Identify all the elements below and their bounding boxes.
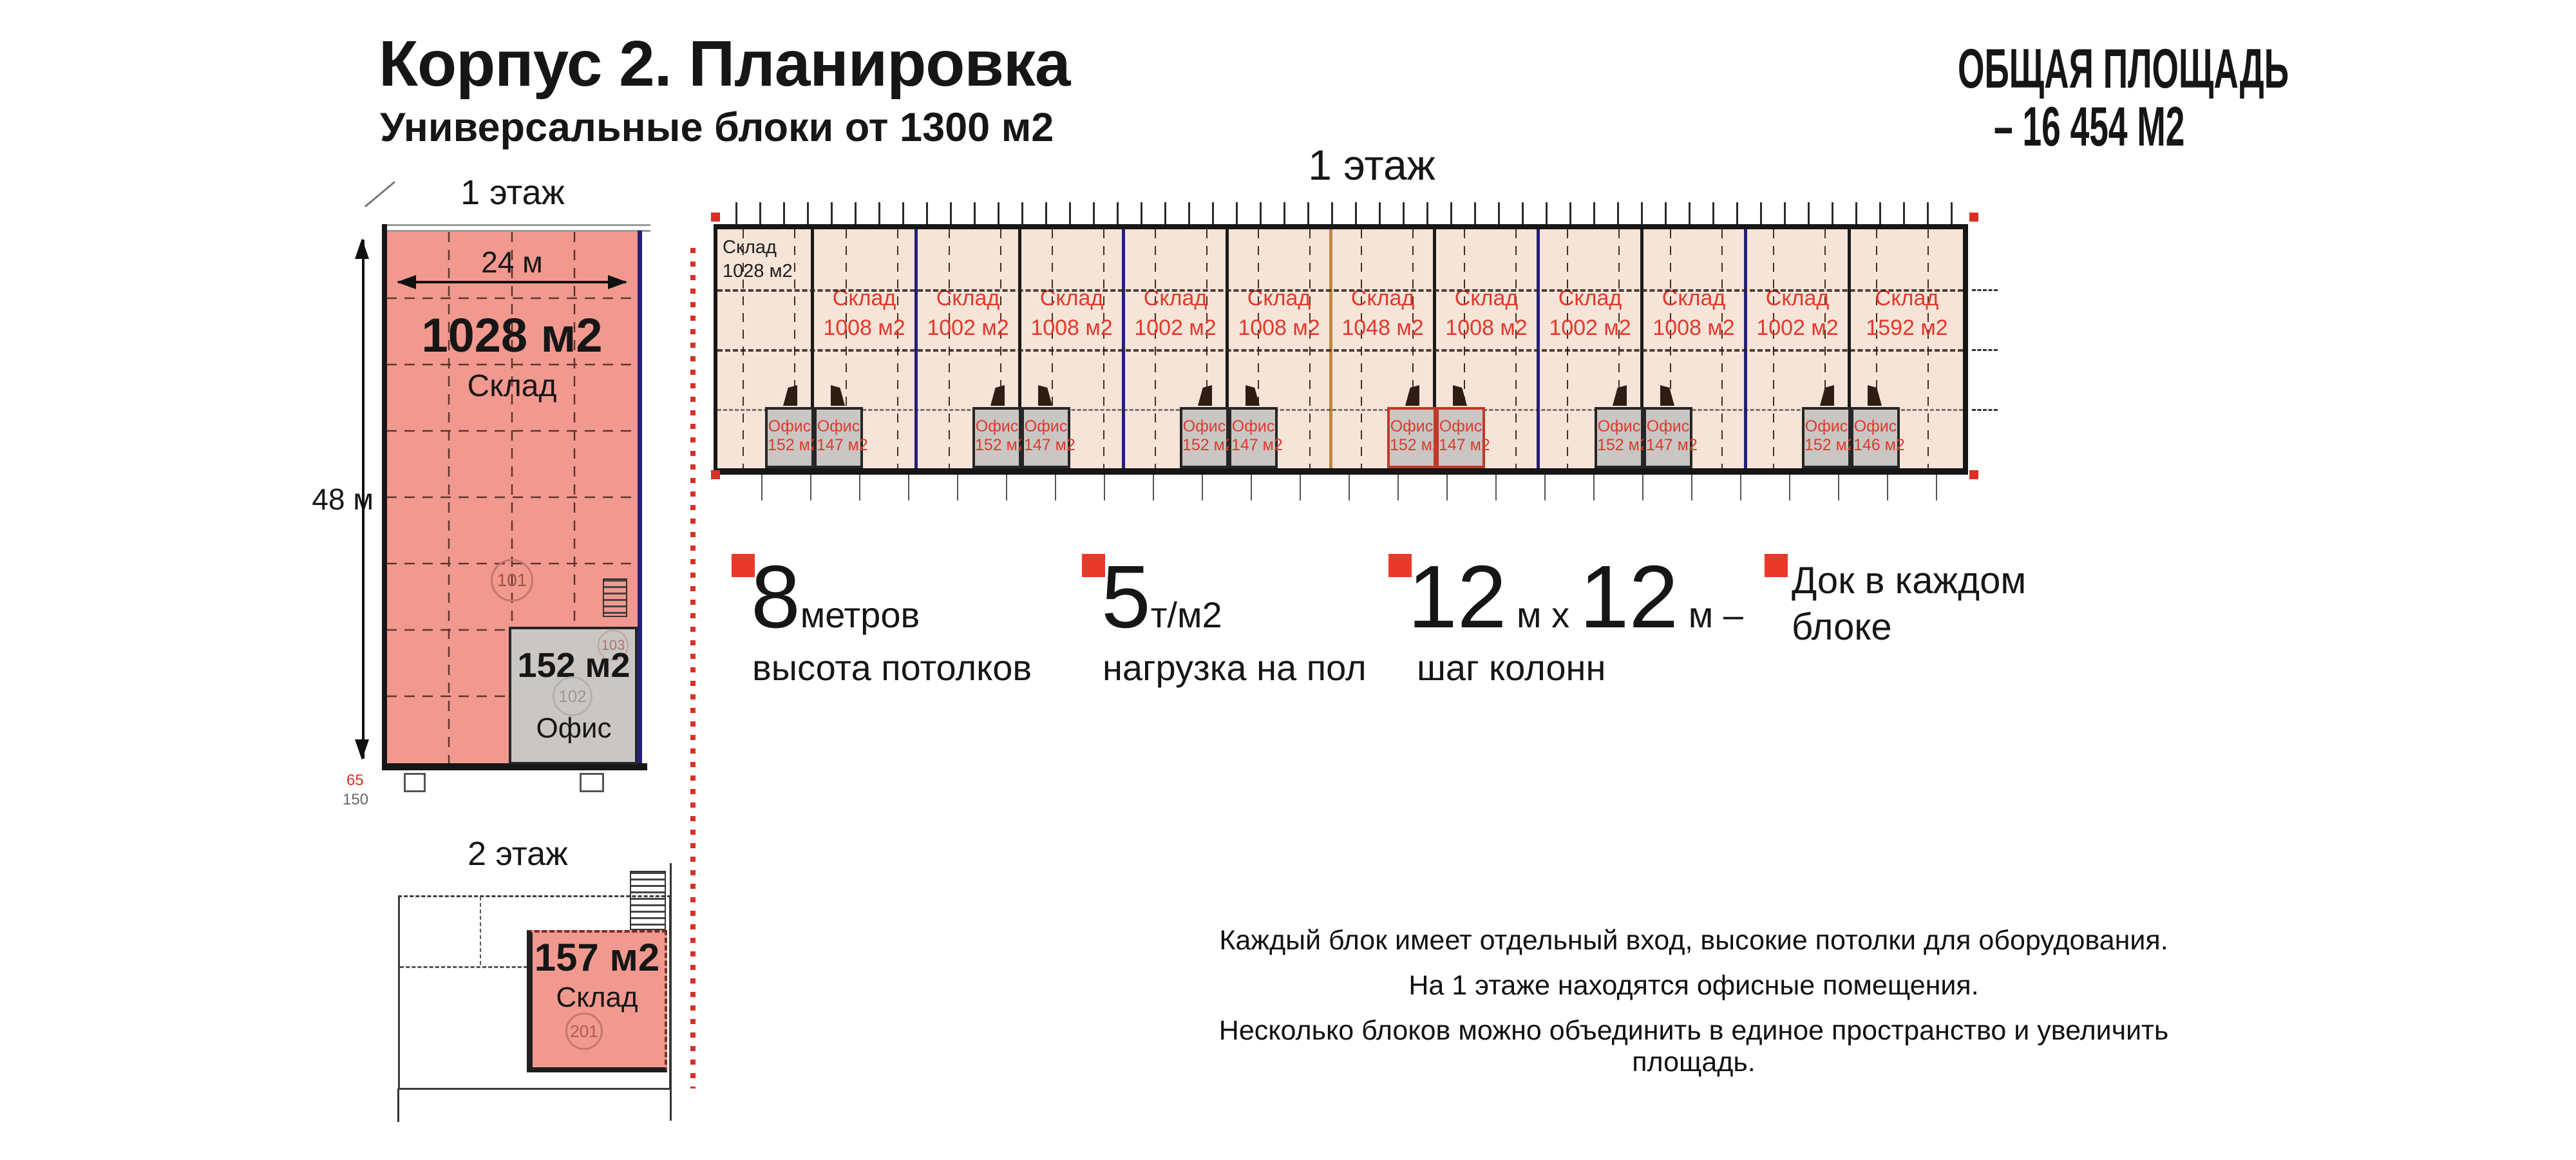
grid-row-line	[717, 409, 1963, 411]
grid-row-line	[717, 349, 1963, 352]
second-floor-grid-line	[480, 897, 481, 965]
note-line: На 1 этаже находятся офисные помещения.	[1408, 970, 1979, 1001]
dim-note-red: 65	[346, 772, 364, 789]
page-title: Корпус 2. Планировка	[379, 28, 1071, 100]
left-plan-floor-label: 1 этаж	[460, 173, 565, 212]
left-plan-warehouse-area: 1028 м2	[421, 309, 603, 362]
survey-marker-icon	[711, 470, 720, 479]
warehouse-block: Склад 1008 м2	[1021, 229, 1125, 468]
left-plan-office-label: Офис	[536, 712, 612, 744]
stairs-icon	[630, 871, 666, 930]
note-line: Несколько блоков можно объединить в един…	[1218, 1015, 2169, 1078]
left-plan-warehouse-label: Склад	[467, 369, 557, 403]
dotted-divider-line	[690, 248, 696, 1089]
room-number-102: 102	[553, 676, 592, 716]
left-plan-left-wall	[382, 224, 387, 770]
height-dimension-arrow	[355, 238, 369, 760]
warehouse-block: Склад 1028 м2	[717, 229, 814, 468]
grid-stub	[1972, 409, 1998, 411]
main-plan-grid	[743, 229, 1929, 468]
bullet-icon	[1765, 554, 1788, 577]
main-plan-top-wall	[714, 224, 1968, 229]
office-pair: Офис 152 м2 Офис 147 м2	[1387, 407, 1490, 468]
width-dimension-arrow	[397, 275, 627, 289]
room-number-103: 103	[598, 630, 629, 661]
main-plan: Склад 1028 м2 Склад 1008 м2 Склад 1002 м2 С…	[711, 202, 1998, 505]
grid-stub	[1972, 289, 1998, 291]
grid-row-line	[717, 289, 1963, 292]
office-pair: Офис 152 м2 Офис 147 м2	[1180, 407, 1283, 468]
dock-ticks	[714, 475, 1968, 500]
stairs-icon	[603, 578, 627, 617]
survey-marker-icon	[711, 213, 720, 222]
grid-stub	[1972, 349, 1998, 351]
left-plan-right-wall	[638, 231, 642, 770]
office-pair: Офис 152 м2 Офис 147 м2	[972, 407, 1075, 468]
page-subtitle: Универсальные блоки от 1300 м2	[380, 105, 1054, 150]
bullet-icon	[732, 554, 755, 577]
second-floor-grid-line	[400, 966, 527, 968]
survey-marker-icon	[1969, 213, 1978, 222]
left-plan-top-wall	[383, 224, 650, 232]
total-area-label: ОБЩАЯ ПЛОЩАДЬ	[1958, 38, 2289, 100]
left-plan-bottom-wall	[382, 763, 647, 770]
second-floor-label: 2 этаж	[468, 835, 568, 873]
note-line: Каждый блок имеет отдельный вход, высоки…	[1219, 925, 2168, 956]
second-floor-left-wall	[397, 1089, 399, 1122]
second-floor-warehouse-fill	[527, 930, 667, 1072]
bullet-icon	[1082, 554, 1105, 577]
second-floor-warehouse-area: 157 м2	[534, 936, 660, 979]
column-ticks	[714, 202, 1968, 224]
room-number-201: 201	[565, 1013, 603, 1050]
survey-marker-icon	[1969, 470, 1978, 479]
main-plan-bottom-wall	[714, 468, 1968, 475]
main-plan-floor-label: 1 этаж	[1308, 141, 1435, 189]
office-pair: Офис 152 м2 Офис 147 м2	[765, 407, 868, 468]
warehouse-block: Склад 1008 м2	[1229, 229, 1332, 468]
width-dimension-label: 24 м	[481, 245, 543, 279]
second-floor-right-wall	[670, 863, 672, 1121]
office-pair: Офис 152 м2 Офис 147 м2	[1595, 407, 1698, 468]
room-number-101: 101	[491, 559, 533, 602]
bullet-icon	[1388, 554, 1412, 577]
second-floor-warehouse-label: Склад	[556, 982, 638, 1013]
dock-door-icon	[404, 773, 426, 792]
office-pair: Офис 152 м2 Офис 146 м2	[1802, 407, 1905, 468]
dock-door-icon	[580, 773, 604, 792]
total-area-value: – 16 454 М2	[1994, 96, 2185, 158]
dim-note-gray: 150	[343, 791, 369, 808]
main-plan-interior: Склад 1028 м2 Склад 1008 м2 Склад 1002 м2 С…	[714, 229, 1968, 468]
